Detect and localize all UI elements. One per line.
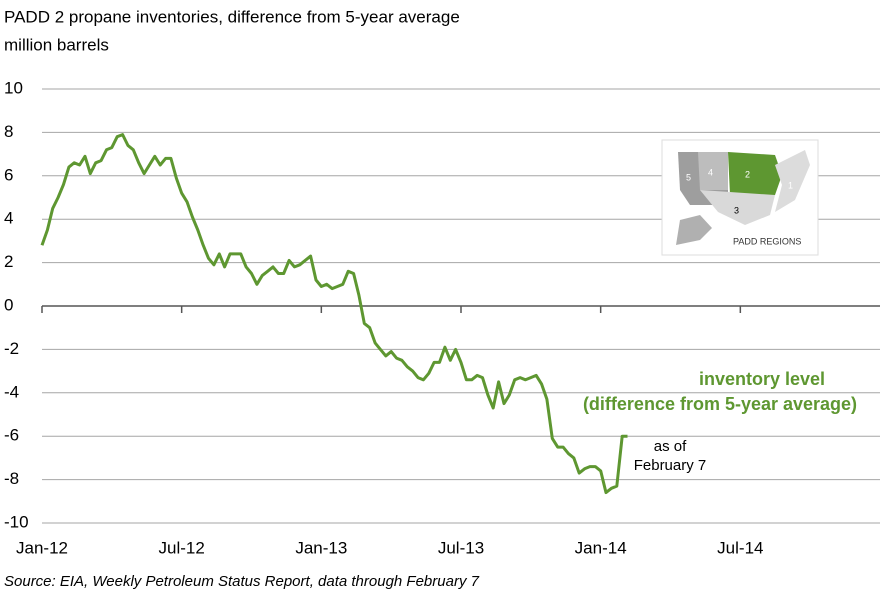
region-label: 1	[788, 180, 793, 190]
annotation: (difference from 5-year average)	[583, 394, 857, 414]
annotation: as of	[654, 438, 687, 455]
y-tick-label: -2	[4, 339, 19, 358]
y-tick-label: 0	[4, 295, 13, 314]
annotation: inventory level	[699, 369, 825, 389]
y-tick-label: 4	[4, 209, 13, 228]
x-tick-label: Jan-14	[575, 538, 627, 557]
padd-1-shape	[775, 150, 810, 212]
region-label: 4	[708, 167, 713, 177]
x-tick-label: Jan-12	[16, 538, 68, 557]
alaska-shape	[676, 215, 712, 245]
chart-subtitle: million barrels	[4, 35, 109, 54]
padd-3-shape	[700, 190, 775, 225]
padd-2-shape	[728, 152, 782, 195]
inset-map: 1 2 3 4 5 PADD REGIONS	[661, 139, 819, 256]
y-tick-label: 10	[4, 78, 23, 97]
inset-label: PADD REGIONS	[733, 236, 801, 246]
x-tick-label: Jan-13	[295, 538, 347, 557]
y-tick-label: -10	[4, 512, 29, 531]
source: Source: EIA, Weekly Petroleum Status Rep…	[4, 573, 480, 590]
chart-title: PADD 2 propane inventories, difference f…	[4, 7, 460, 26]
y-tick-label: -4	[4, 382, 19, 401]
grid	[41, 88, 880, 524]
y-tick-label: -6	[4, 426, 19, 445]
region-label: 5	[686, 172, 691, 182]
y-tick-label: 2	[4, 252, 13, 271]
y-tick-label: 8	[4, 122, 13, 141]
region-label: 2	[745, 169, 750, 179]
x-tick-label: Jul-13	[438, 538, 484, 557]
padd-4-shape	[698, 152, 728, 190]
y-tick-label: 6	[4, 165, 13, 184]
x-tick-label: Jul-12	[159, 538, 205, 557]
data-line	[40, 133, 628, 495]
x-tick-label: Jul-14	[717, 538, 763, 557]
annotation: February 7	[634, 457, 707, 474]
y-tick-label: -8	[4, 469, 19, 488]
region-label: 3	[734, 205, 739, 215]
